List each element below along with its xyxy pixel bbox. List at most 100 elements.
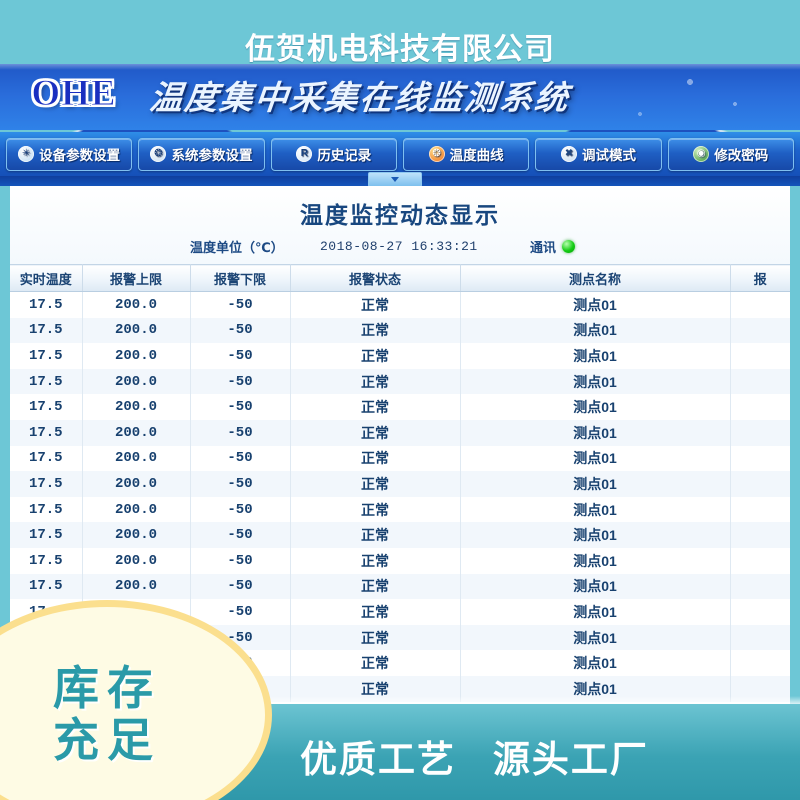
table-cell: [730, 496, 790, 523]
system-param-settings-label: 系统参数设置: [171, 148, 253, 163]
table-cell: 正常: [290, 445, 461, 472]
table-cell: [730, 573, 790, 600]
table-cell: 正常: [290, 573, 461, 600]
table-cell: 正常: [290, 419, 461, 446]
table-cell: 17.5: [10, 445, 83, 472]
table-cell: 17.5: [10, 291, 83, 318]
logo-text: OHE: [31, 72, 117, 114]
chevron-down-icon: [391, 177, 399, 182]
page-title: 温度监控动态显示: [300, 202, 500, 228]
table-cell: 17.5: [10, 471, 83, 497]
table-cell: 正常: [290, 496, 461, 523]
communication-label: 通讯: [530, 239, 557, 255]
table-cell: -50: [190, 522, 291, 548]
registered-icon: R: [296, 146, 313, 162]
panel-header: 温度监控动态显示 温度单位（℃） 2018-08-27 16:33:21 通讯: [10, 186, 790, 264]
panel-collapse-toggle[interactable]: [368, 172, 422, 187]
flame-icon: ❂: [428, 146, 445, 162]
promo-tagline: 优质工艺 源头工厂: [300, 739, 649, 780]
col-alarm-upper[interactable]: 报警上限: [82, 264, 191, 292]
table-cell: 200.0: [82, 547, 191, 574]
col-extra[interactable]: 报: [730, 264, 790, 292]
table-cell: 正常: [290, 624, 461, 651]
table-cell: 测点01: [460, 496, 731, 523]
col-alarm-lower[interactable]: 报警下限: [190, 264, 291, 292]
table-cell: 17.5: [10, 522, 83, 548]
stock-badge-line2: 充足: [53, 714, 161, 766]
gear-icon: ✳: [18, 146, 35, 162]
table-cell: 测点01: [460, 291, 731, 318]
table-cell: 正常: [290, 471, 461, 497]
promo-band-highlight: [0, 696, 800, 704]
table-cell: 17.5: [10, 547, 83, 574]
table-cell: -50: [190, 394, 291, 420]
table-cell: 200.0: [82, 317, 191, 344]
debug-mode-label: 调试模式: [581, 148, 636, 163]
table-cell: -50: [190, 547, 291, 574]
table-cell: 200.0: [82, 394, 191, 420]
wrench-icon: ✖: [560, 146, 577, 162]
table-cell: 测点01: [460, 650, 731, 676]
table-cell: 测点01: [460, 419, 731, 446]
table-cell: 正常: [290, 547, 461, 574]
table-cell: [730, 471, 790, 497]
system-param-settings-button[interactable]: ❂ 系统参数设置: [138, 137, 265, 171]
company-name: 伍贺机电科技有限公司: [245, 33, 555, 66]
table-cell: 200.0: [82, 522, 191, 548]
logo: OHE: [6, 68, 142, 118]
stock-badge-line1: 库存: [53, 662, 161, 715]
table-cell: 正常: [290, 394, 461, 420]
hero-blue-band: [0, 64, 800, 130]
table-cell: 正常: [290, 368, 461, 395]
table-cell: 测点01: [460, 394, 731, 420]
system-title: 温度集中采集在线监测系统: [147, 79, 572, 116]
table-cell: 200.0: [82, 445, 191, 472]
table-cell: -50: [190, 368, 291, 395]
table-cell: [730, 624, 790, 651]
table-cell: -50: [190, 291, 291, 318]
table-cell: 测点01: [460, 445, 731, 472]
col-realtime-temp[interactable]: 实时温度: [10, 264, 83, 292]
table-cell: 测点01: [460, 522, 731, 548]
table-cell: 200.0: [82, 368, 191, 395]
lock-icon: ◉: [693, 146, 710, 162]
table-cell: 测点01: [460, 471, 731, 497]
hero-banner: 伍贺机电科技有限公司 OHE 温度集中采集在线监测系统: [0, 0, 800, 180]
table-cell: [730, 419, 790, 446]
table-cell: -50: [190, 471, 291, 497]
communication-status: 通讯: [530, 237, 576, 256]
table-cell: 正常: [290, 522, 461, 548]
table-cell: 17.5: [10, 419, 83, 446]
table-cell: -50: [190, 496, 291, 523]
col-point-name[interactable]: 测点名称: [460, 264, 731, 292]
table-cell: -50: [190, 343, 291, 369]
table-cell: 17.5: [10, 394, 83, 420]
table-cell: 测点01: [460, 343, 731, 369]
temperature-curve-button[interactable]: ❂ 温度曲线: [402, 137, 530, 171]
col-alarm-status[interactable]: 报警状态: [290, 264, 461, 292]
change-password-button[interactable]: ◉ 修改密码: [667, 137, 794, 171]
debug-mode-button[interactable]: ✖ 调试模式: [535, 137, 662, 171]
table-cell: 正常: [290, 343, 461, 369]
history-record-button[interactable]: R 历史记录: [270, 137, 397, 171]
table-cell: 200.0: [82, 496, 191, 523]
panel-subheader: 温度单位（℃） 2018-08-27 16:33:21 通讯: [10, 234, 790, 258]
table-cell: 测点01: [460, 317, 731, 344]
status-indicator-dot: [562, 239, 576, 253]
monitor-panel: 温度监控动态显示 温度单位（℃） 2018-08-27 16:33:21 通讯: [10, 186, 790, 704]
device-param-settings-button[interactable]: ✳ 设备参数设置: [6, 137, 133, 171]
table-cell: 17.5: [10, 573, 83, 600]
table-cell: 200.0: [82, 419, 191, 446]
